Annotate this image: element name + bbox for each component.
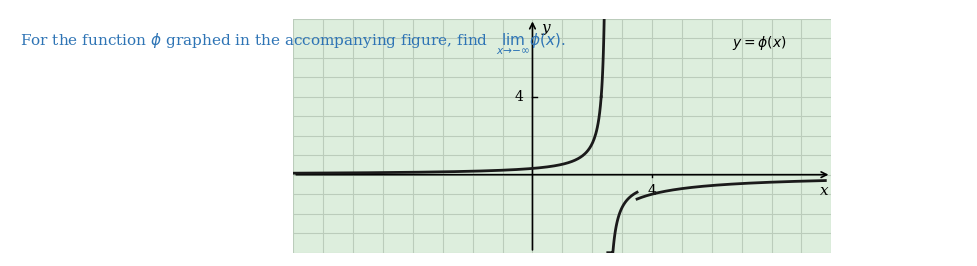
Text: 4: 4 bbox=[514, 90, 523, 104]
Text: x: x bbox=[819, 184, 828, 198]
Text: For the function $\phi$ graphed in the accompanying figure, find  $\lim_{x\to-\i: For the function $\phi$ graphed in the a… bbox=[20, 32, 565, 57]
Text: y: y bbox=[541, 20, 549, 35]
Text: $y = \phi(x)$: $y = \phi(x)$ bbox=[731, 34, 786, 52]
Text: 4: 4 bbox=[647, 184, 656, 198]
